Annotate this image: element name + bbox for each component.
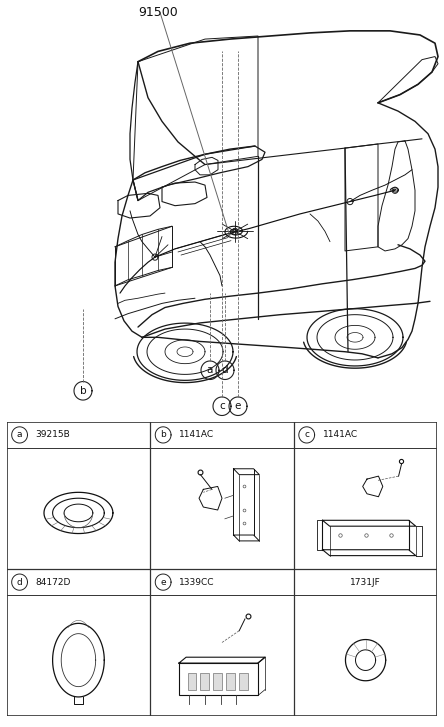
Text: 1141AC: 1141AC [322,430,357,439]
FancyBboxPatch shape [179,663,258,696]
FancyBboxPatch shape [187,673,196,690]
Text: b: b [160,430,166,439]
Text: 1141AC: 1141AC [179,430,214,439]
FancyBboxPatch shape [239,673,248,690]
Text: e: e [160,578,166,587]
FancyBboxPatch shape [200,673,209,690]
Text: e: e [235,401,241,411]
Text: a: a [17,430,22,439]
Text: d: d [17,578,23,587]
Text: 84172D: 84172D [36,578,71,587]
Text: 1339CC: 1339CC [179,578,214,587]
Text: c: c [304,430,309,439]
Text: a: a [207,365,213,375]
Text: 39215B: 39215B [36,430,70,439]
FancyBboxPatch shape [226,673,235,690]
Text: c: c [219,401,225,411]
FancyBboxPatch shape [214,673,222,690]
Text: 91500: 91500 [138,6,178,19]
Text: 1731JF: 1731JF [350,578,381,587]
Text: b: b [79,386,86,395]
Text: d: d [222,365,228,375]
